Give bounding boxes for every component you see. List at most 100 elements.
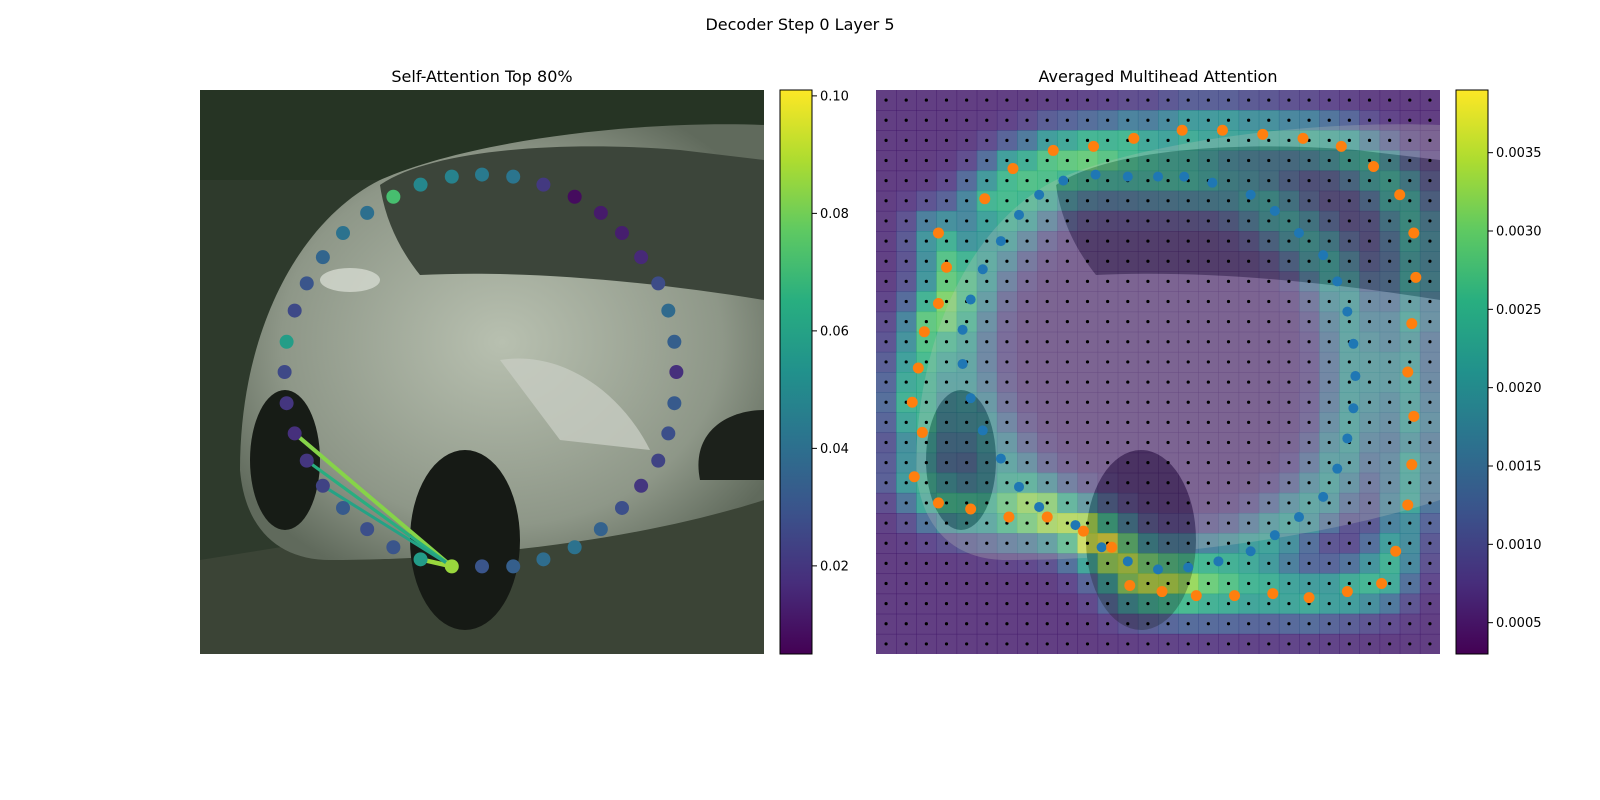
right-colorbar-ticks: 0.0005 0.0010 0.0015 0.0020 0.0025 0.0030 0.00…	[1488, 146, 1542, 631]
grid-dot	[965, 179, 969, 183]
grid-dot	[1226, 118, 1231, 122]
grid-dot	[1226, 380, 1231, 384]
grid-dot	[965, 541, 969, 545]
grid-dot	[884, 158, 888, 163]
grid-dot	[1226, 179, 1231, 183]
grid-dot	[1428, 219, 1432, 223]
grid-dot	[1247, 420, 1251, 424]
grid-dot	[1186, 461, 1190, 465]
grid-dot	[1025, 299, 1029, 304]
grid-dot	[1327, 320, 1331, 324]
grid-dot	[904, 320, 908, 324]
attention-point-3	[536, 552, 551, 567]
grid-dot	[904, 199, 908, 203]
grid-dot	[1428, 299, 1432, 304]
grid-dot	[1126, 501, 1130, 505]
grid-dot	[1166, 320, 1170, 324]
grid-dot	[1347, 118, 1351, 122]
grid-dot	[1146, 118, 1150, 122]
grid-dot	[1146, 199, 1150, 203]
grid-dot	[884, 420, 888, 424]
grid-dot	[1367, 340, 1372, 344]
grid-dot	[1287, 259, 1291, 263]
grid-dot	[1367, 541, 1372, 545]
grid-dot	[1166, 400, 1170, 404]
grid-dot	[1327, 602, 1331, 606]
grid-dot	[944, 420, 949, 424]
grid-dot	[884, 642, 888, 646]
grid-dot	[1065, 340, 1069, 344]
grid-dot	[924, 98, 928, 102]
grid-dot	[884, 400, 888, 404]
grid-dot	[924, 320, 928, 324]
grid-dot	[904, 561, 908, 565]
grid-dot	[1106, 360, 1110, 364]
grid-dot	[1126, 481, 1130, 485]
grid-dot	[1206, 158, 1210, 163]
colorbar-tick-label-3: 0.08	[820, 207, 849, 222]
grid-dot	[1287, 239, 1291, 243]
grid-dot	[1226, 461, 1231, 465]
grid-dot	[1428, 622, 1432, 626]
attention-point-34	[299, 453, 314, 468]
orange-point-40	[1088, 140, 1100, 152]
grid-dot	[1226, 219, 1231, 223]
grid-dot	[1327, 179, 1331, 183]
grid-dot	[1307, 179, 1311, 183]
attention-point-18	[567, 189, 582, 204]
grid-dot	[1347, 98, 1351, 102]
grid-dot	[1226, 501, 1231, 505]
grid-dot	[1146, 521, 1150, 525]
grid-dot	[944, 541, 949, 545]
grid-dot	[924, 340, 928, 344]
grid-dot	[1206, 521, 1210, 525]
grid-dot	[1065, 118, 1069, 122]
grid-dot	[1247, 158, 1251, 163]
grid-dot	[1367, 239, 1372, 243]
grid-dot	[1005, 199, 1009, 203]
grid-dot	[904, 581, 908, 586]
grid-dot	[1307, 299, 1311, 304]
grid-dot	[1085, 299, 1090, 304]
grid-dot	[985, 440, 989, 445]
grid-dot	[1085, 340, 1090, 344]
grid-dot	[1226, 158, 1231, 163]
orange-point-16	[1341, 586, 1353, 598]
grid-dot	[1428, 481, 1432, 485]
grid-dot	[1267, 320, 1271, 324]
grid-dot	[1186, 259, 1190, 263]
grid-dot	[1428, 400, 1432, 404]
grid-dot	[965, 622, 969, 626]
grid-dot	[1045, 98, 1049, 102]
grid-dot	[1186, 481, 1190, 485]
grid-dot	[904, 642, 908, 646]
grid-dot	[904, 461, 908, 465]
grid-dot	[1327, 340, 1331, 344]
heatmap-area	[876, 90, 1440, 654]
grid-dot	[1085, 259, 1090, 263]
grid-dot	[944, 521, 949, 525]
grid-dot	[1408, 138, 1412, 142]
grid-dot	[1388, 259, 1392, 263]
grid-dot	[985, 622, 989, 626]
grid-dot	[1146, 400, 1150, 404]
grid-dot	[884, 98, 888, 102]
grid-dot	[985, 461, 989, 465]
grid-dot	[904, 239, 908, 243]
grid-dot	[1267, 380, 1271, 384]
grid-dot	[1065, 299, 1069, 304]
orange-point-38	[1007, 163, 1019, 175]
grid-dot	[1045, 158, 1049, 163]
grid-dot	[1085, 481, 1090, 485]
blue-point-8	[1332, 276, 1343, 287]
grid-dot	[1206, 461, 1210, 465]
grid-dot	[1408, 98, 1412, 102]
grid-dot	[1226, 400, 1231, 404]
grid-dot	[1428, 239, 1432, 243]
blue-point-36	[1034, 189, 1045, 200]
grid-dot	[1367, 179, 1372, 183]
grid-dot	[965, 561, 969, 565]
orange-sample-points	[906, 124, 1422, 604]
grid-dot	[1388, 98, 1392, 102]
grid-dot	[1408, 340, 1412, 344]
